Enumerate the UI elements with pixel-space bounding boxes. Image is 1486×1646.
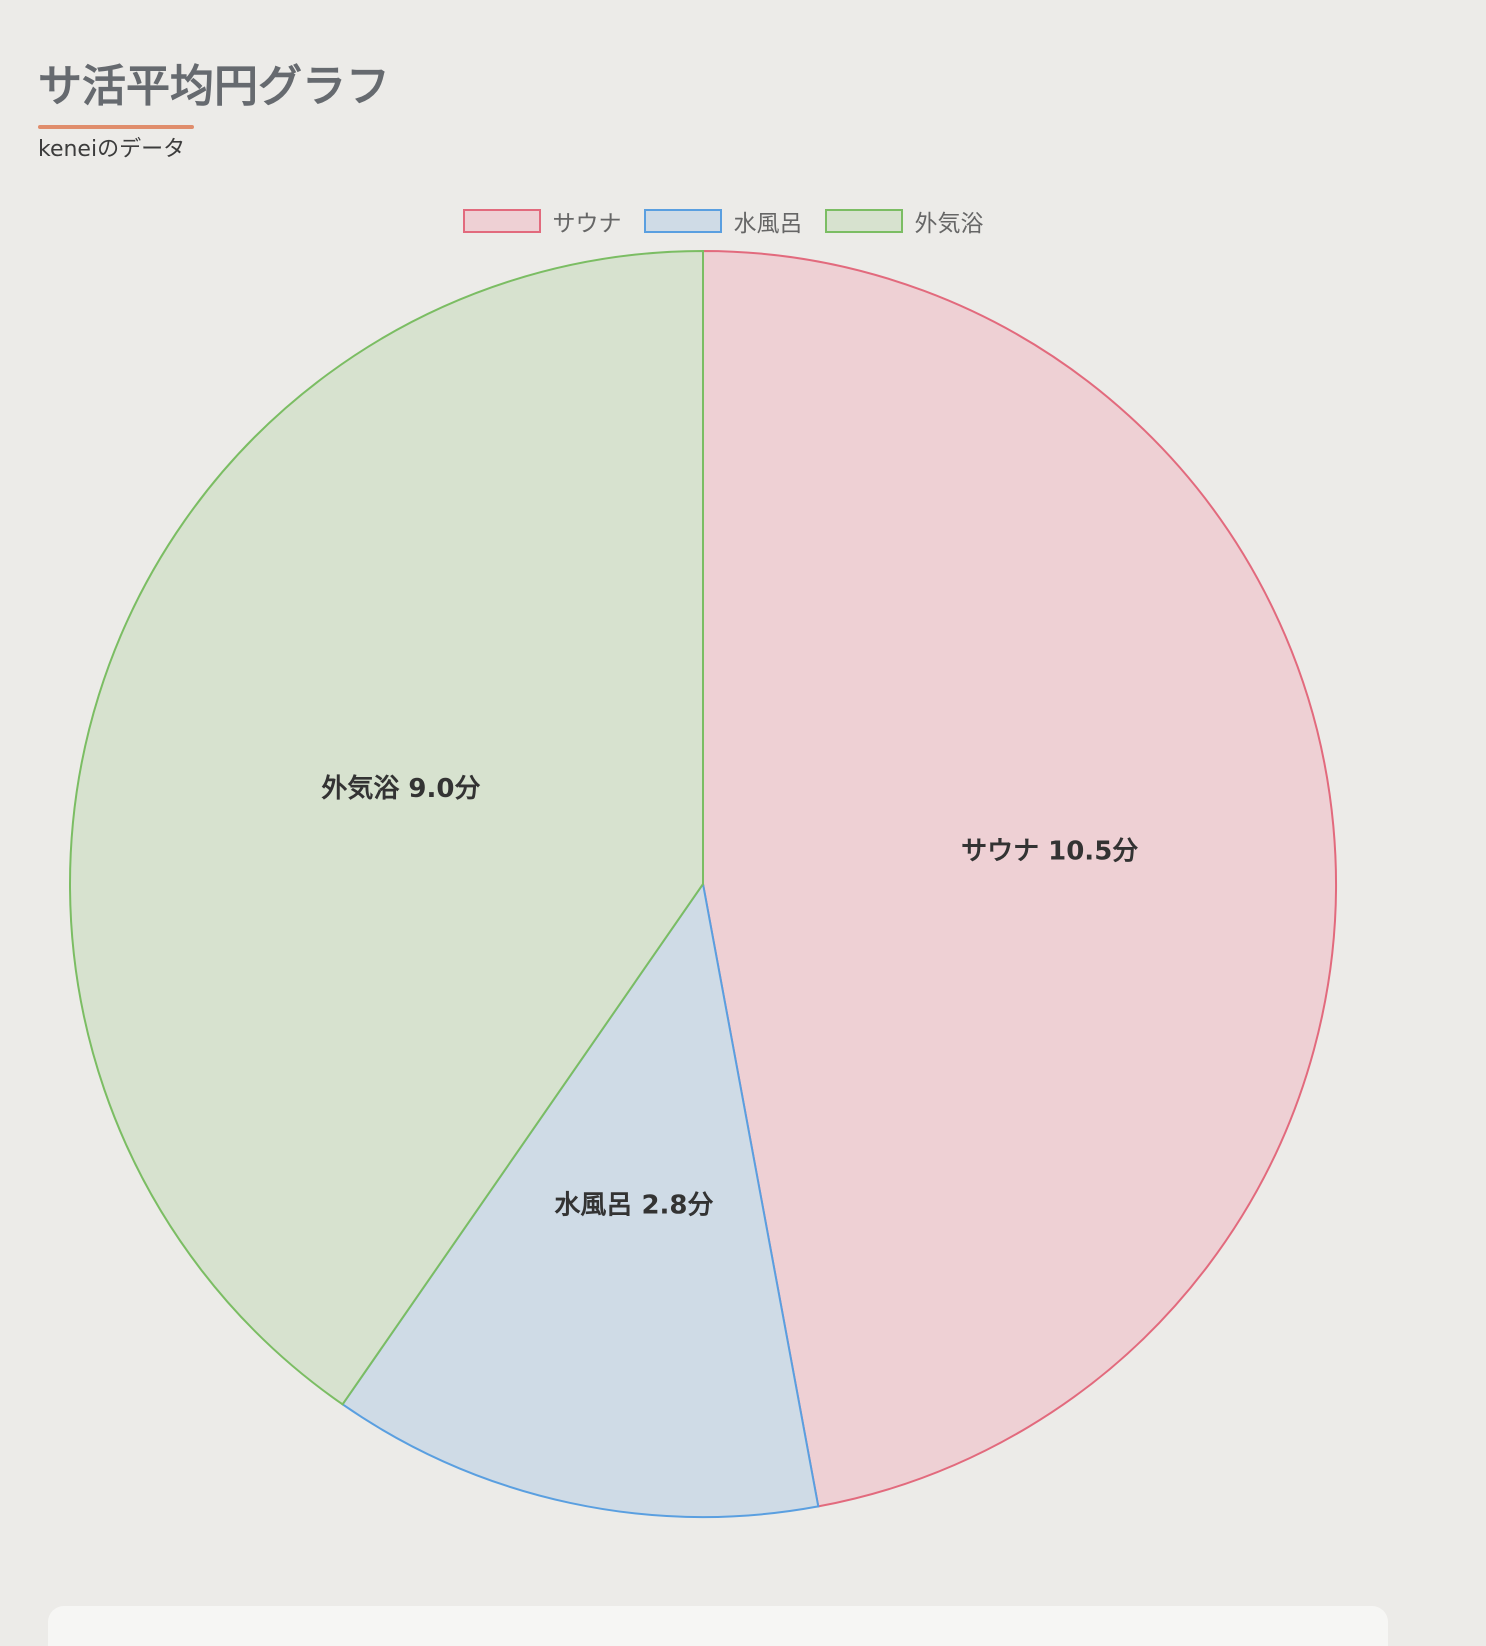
bottom-panel — [48, 1606, 1388, 1646]
slice-label-sauna: サウナ 10.5分 — [961, 837, 1138, 867]
pie-slice-sauna[interactable] — [703, 251, 1336, 1506]
pie-slices — [70, 251, 1336, 1517]
slice-label-outdoor-rest: 外気浴 9.0分 — [321, 773, 480, 804]
pie-chart: サウナ 10.5分 水風呂 2.8分 外気浴 9.0分 — [0, 0, 1446, 1610]
slice-label-cold-bath: 水風呂 2.8分 — [554, 1190, 713, 1220]
